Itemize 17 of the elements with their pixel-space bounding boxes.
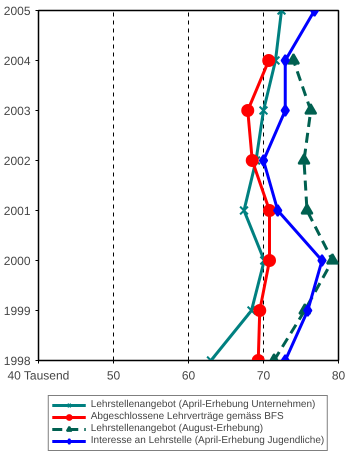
legend-label: Interesse an Lehrstelle (April-Erhebung Jugendliche) <box>90 434 324 446</box>
y-tick-label: 1998 <box>4 354 31 368</box>
legend-label: Abgeschlossene Lehrverträge gemäss BFS <box>90 410 284 422</box>
x-tick-label: 50 <box>106 368 120 382</box>
y-tick-label: 2001 <box>4 204 31 218</box>
x-tick-label: 40 Tausend <box>7 368 70 382</box>
x-tick-label: 80 <box>332 368 346 382</box>
y-tick-label: 2005 <box>4 4 31 18</box>
y-tick-label: 2002 <box>4 154 31 168</box>
y-tick-label: 1999 <box>4 304 31 318</box>
x-tick-label: 70 <box>256 368 270 382</box>
y-tick-label: 2004 <box>4 54 31 68</box>
y-tick-label: 2000 <box>4 254 31 268</box>
legend-label: Lehrstellenangebot (April-Erhebung Unternehmen) <box>90 398 316 410</box>
x-tick-label: 60 <box>182 368 196 382</box>
y-tick-label: 2003 <box>4 104 31 118</box>
legend-label: Lehrstellenangebot (August-Erhebung) <box>90 422 264 434</box>
